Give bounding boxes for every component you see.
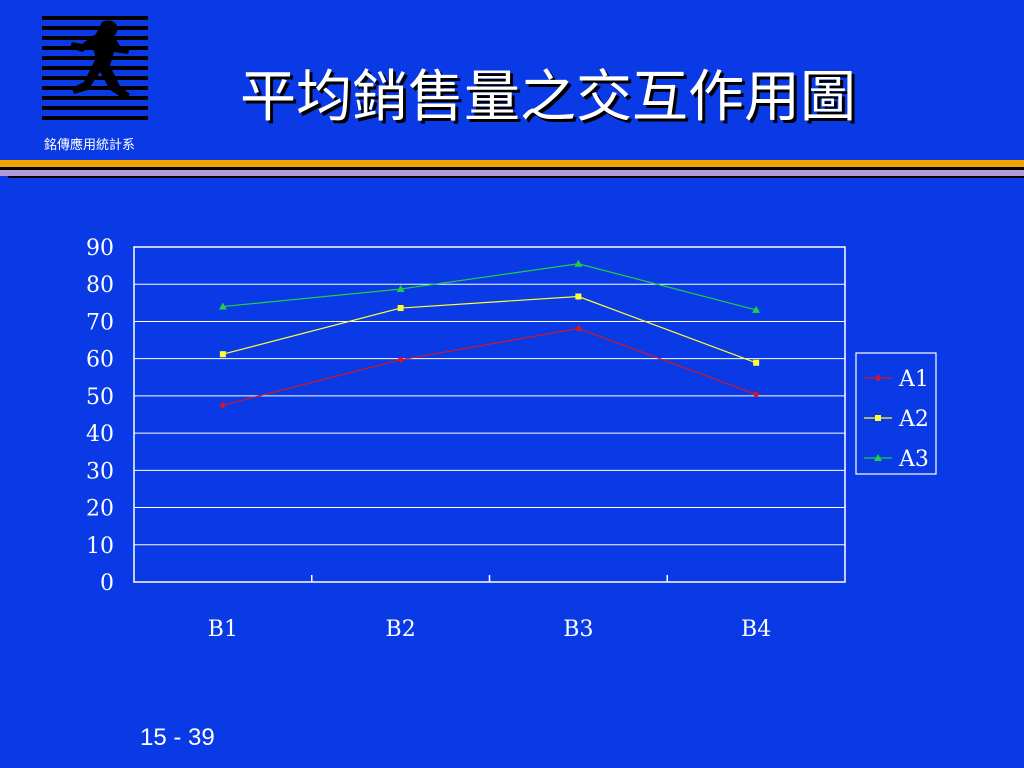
data-point xyxy=(219,351,226,358)
header-divider-orange xyxy=(0,160,1024,167)
data-point xyxy=(396,285,405,293)
slide-number: 15 - 39 xyxy=(140,724,215,751)
y-tick-label: 60 xyxy=(86,348,114,373)
legend: A1 A2 A3 xyxy=(855,352,937,475)
header-divider-lilac xyxy=(0,170,1024,176)
legend-label: A3 xyxy=(898,447,929,472)
x-tick-label: B4 xyxy=(741,617,771,642)
page-title: 平均銷售量之交互作用圖 xyxy=(240,65,856,130)
data-point xyxy=(218,302,227,310)
data-point xyxy=(752,390,760,398)
y-tick-label: 20 xyxy=(86,497,114,522)
data-point xyxy=(753,359,760,366)
logo-image xyxy=(40,14,150,122)
data-point xyxy=(575,293,582,300)
x-tick-label: B3 xyxy=(563,617,593,642)
series-a2 xyxy=(219,293,760,366)
y-tick-label: 70 xyxy=(86,310,114,335)
legend-marker xyxy=(874,374,882,382)
x-tick-label: B1 xyxy=(208,617,238,642)
header-divider-shadow xyxy=(8,176,1024,178)
legend-label: A2 xyxy=(898,407,929,432)
series-a3 xyxy=(218,259,761,313)
y-tick-label: 10 xyxy=(86,534,114,559)
y-tick-label: 0 xyxy=(100,571,114,596)
y-tick-label: 80 xyxy=(86,273,114,298)
data-point xyxy=(752,305,761,313)
series-line xyxy=(222,263,757,311)
legend-label: A1 xyxy=(898,367,929,392)
x-tick-label: B2 xyxy=(386,617,416,642)
department-label: 銘傳應用統計系 xyxy=(44,138,136,153)
data-point xyxy=(574,259,583,267)
series-a1 xyxy=(219,325,760,409)
y-tick-label: 50 xyxy=(86,385,114,410)
legend-marker xyxy=(875,415,881,421)
plot-frame xyxy=(133,246,846,583)
data-point xyxy=(574,325,582,333)
y-tick-label: 30 xyxy=(86,459,114,484)
data-point xyxy=(397,305,404,312)
legend-marker xyxy=(874,454,882,461)
data-point xyxy=(397,356,405,364)
header-divider-black xyxy=(0,167,1024,170)
y-tick-label: 90 xyxy=(86,236,114,261)
series-line xyxy=(222,327,757,406)
data-point xyxy=(219,401,227,409)
y-tick-label: 40 xyxy=(86,422,114,447)
series-line xyxy=(222,295,757,364)
legend-box xyxy=(855,352,937,475)
